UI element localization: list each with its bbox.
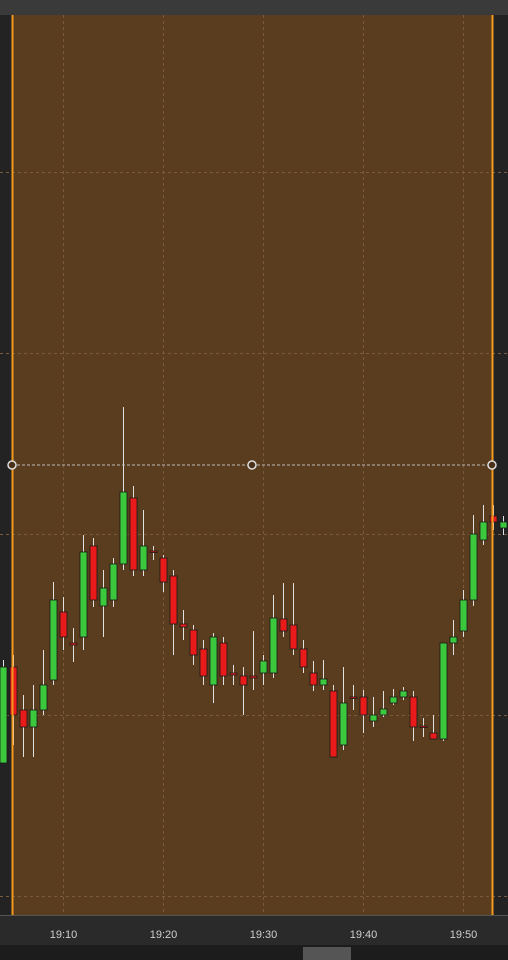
handle[interactable]: [487, 460, 497, 470]
candle-body: [59, 611, 68, 638]
candle-body: [349, 696, 358, 699]
handle[interactable]: [247, 460, 257, 470]
candle-body: [269, 617, 278, 674]
candle-body: [259, 660, 268, 674]
x-tick-label: 19:40: [350, 929, 378, 941]
candle-body: [429, 732, 438, 740]
candle-body: [359, 696, 368, 716]
candle-body: [189, 629, 198, 656]
candle-body: [49, 599, 58, 681]
candle-body: [219, 642, 228, 677]
candle-body: [109, 563, 118, 601]
candle-body: [99, 587, 108, 607]
scroll-thumb[interactable]: [303, 947, 351, 960]
x-tick-label: 19:20: [150, 929, 178, 941]
candle-body: [179, 623, 188, 628]
candle-body: [19, 709, 28, 728]
candle-body: [379, 708, 388, 716]
candle-body: [79, 551, 88, 638]
candle-body: [389, 696, 398, 704]
candle-body: [229, 672, 238, 676]
candle-body: [149, 550, 158, 553]
candle-body: [479, 521, 488, 541]
scrollbar: [0, 945, 508, 960]
candle-body: [279, 618, 288, 632]
candle-body: [309, 672, 318, 686]
candle-body: [369, 714, 378, 722]
candle-body: [419, 725, 428, 728]
candle-body: [459, 599, 468, 632]
candle-body: [339, 702, 348, 746]
candle-body: [129, 497, 138, 571]
candle-body: [39, 684, 48, 711]
top-bar: [0, 0, 508, 15]
candle-body: [319, 678, 328, 686]
candle-body: [289, 624, 298, 650]
x-tick-label: 19:30: [250, 929, 278, 941]
candle-body: [249, 675, 258, 679]
candle-body: [469, 533, 478, 601]
candle-body: [439, 642, 448, 740]
candle-body: [239, 675, 248, 686]
candle-body: [159, 557, 168, 583]
candle-body: [209, 636, 218, 686]
candle-body: [29, 709, 38, 728]
candle-body: [299, 648, 308, 668]
candle-body: [499, 521, 508, 529]
candle-body: [329, 690, 338, 758]
candle-body: [409, 696, 418, 728]
candle-body: [169, 575, 178, 625]
handle[interactable]: [7, 460, 17, 470]
candle-body: [0, 666, 8, 764]
x-tick-label: 19:10: [50, 929, 78, 941]
x-tick-label: 19:50: [450, 929, 478, 941]
x-axis-bar: [0, 915, 508, 945]
candle-body: [399, 690, 408, 698]
candle-body: [139, 545, 148, 571]
candle-body: [449, 636, 458, 644]
candle-body: [119, 491, 128, 565]
candle-body: [199, 648, 208, 677]
candle-body: [89, 545, 98, 601]
candle-body: [69, 642, 78, 646]
